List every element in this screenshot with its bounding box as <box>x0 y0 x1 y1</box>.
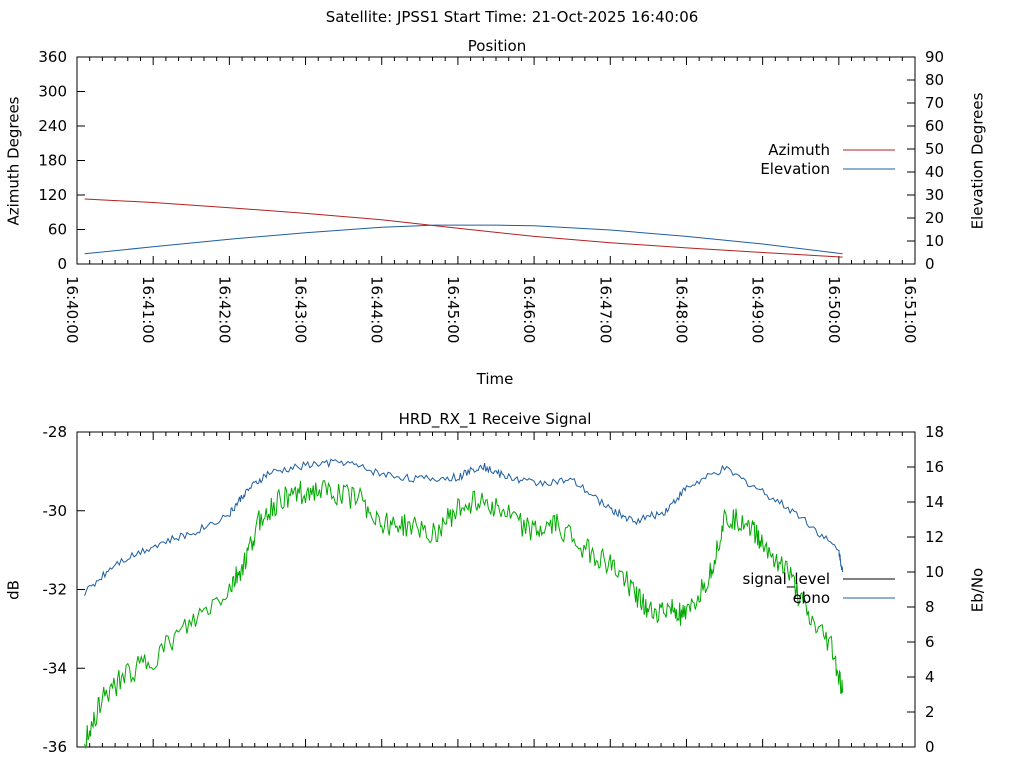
receive-y-tick-label: -34 <box>43 659 68 677</box>
position-y-tick-label: 120 <box>38 186 67 204</box>
receive-y2-tick-label: 14 <box>925 493 944 511</box>
position-x-tick-label: 16:46:00 <box>520 276 538 343</box>
receive-legend-label-signal_level: signal_level <box>742 570 830 589</box>
position-y2-tick-label: 40 <box>925 163 944 181</box>
position-x-tick-label: 16:51:00 <box>901 276 919 343</box>
receive-legend-label-ebno: ebno <box>793 589 830 607</box>
position-elevation-line <box>84 224 843 255</box>
receive-y-tick-label: -30 <box>43 502 68 520</box>
position-x-tick-label: 16:49:00 <box>749 276 767 343</box>
receive-plot-frame <box>76 431 916 748</box>
position-y2-tick-label: 80 <box>925 71 944 89</box>
receive-chart-title: HRD_RX_1 Receive Signal <box>398 410 592 428</box>
position-chart-title: Position <box>467 37 527 55</box>
position-y2-tick-label: 30 <box>925 186 944 204</box>
receive-y2-tick-label: 18 <box>925 423 944 441</box>
position-x-tick-label: 16:40:00 <box>63 276 81 343</box>
position-y2-tick-label: 50 <box>925 140 944 158</box>
receive-y-tick-label: -28 <box>43 423 68 441</box>
figure-title: Satellite: JPSS1 Start Time: 21-Oct-2025… <box>325 8 699 26</box>
position-y-tick-label: 240 <box>38 117 67 135</box>
position-x-tick-label: 16:50:00 <box>825 276 843 343</box>
position-y2-tick-label: 60 <box>925 117 944 135</box>
receive-y2-tick-label: 2 <box>925 703 935 721</box>
position-y2-tick-label: 20 <box>925 209 944 227</box>
receive-y-tick-label: -32 <box>43 581 68 599</box>
position-x-tick-label: 16:48:00 <box>672 276 690 343</box>
position-y2-tick-label: 90 <box>925 48 944 66</box>
position-y-tick-label: 300 <box>38 83 67 101</box>
position-x-tick-label: 16:44:00 <box>368 276 386 343</box>
position-x-tick-label: 16:47:00 <box>596 276 614 343</box>
position-y2-tick-label: 0 <box>925 255 935 273</box>
position-legend-label-Azimuth: Azimuth <box>768 141 830 159</box>
position-x-tick-label: 16:45:00 <box>444 276 462 343</box>
position-x-tick-label: 16:41:00 <box>139 276 157 343</box>
position-x-tick-label: 16:42:00 <box>215 276 233 343</box>
position-y-tick-label: 360 <box>38 48 67 66</box>
receive-y2-tick-label: 10 <box>925 563 944 581</box>
position-y-tick-label: 180 <box>38 152 67 170</box>
receive-y2-tick-label: 4 <box>925 668 935 686</box>
receive-y2-tick-label: 6 <box>925 633 935 651</box>
position-x-axis-title: Time <box>476 370 514 388</box>
receive-y-tick-label: -36 <box>43 738 68 756</box>
receive-signal_level_noisy_green-line <box>84 480 844 750</box>
position-y-tick-label: 60 <box>48 221 67 239</box>
receive-y2-tick-label: 0 <box>925 738 935 756</box>
position-y2-tick-label: 70 <box>925 94 944 112</box>
position-y2-tick-label: 10 <box>925 232 944 250</box>
receive-y2-tick-label: 16 <box>925 458 944 476</box>
position-x-tick-label: 16:43:00 <box>292 276 310 343</box>
receive-y2-tick-label: 8 <box>925 598 935 616</box>
position-azimuth-line <box>84 198 843 258</box>
position-legend-label-Elevation: Elevation <box>760 160 830 178</box>
receive-ebno-line <box>84 458 844 596</box>
receive-y2-tick-label: 12 <box>925 528 944 546</box>
position-y-tick-label: 0 <box>57 255 67 273</box>
